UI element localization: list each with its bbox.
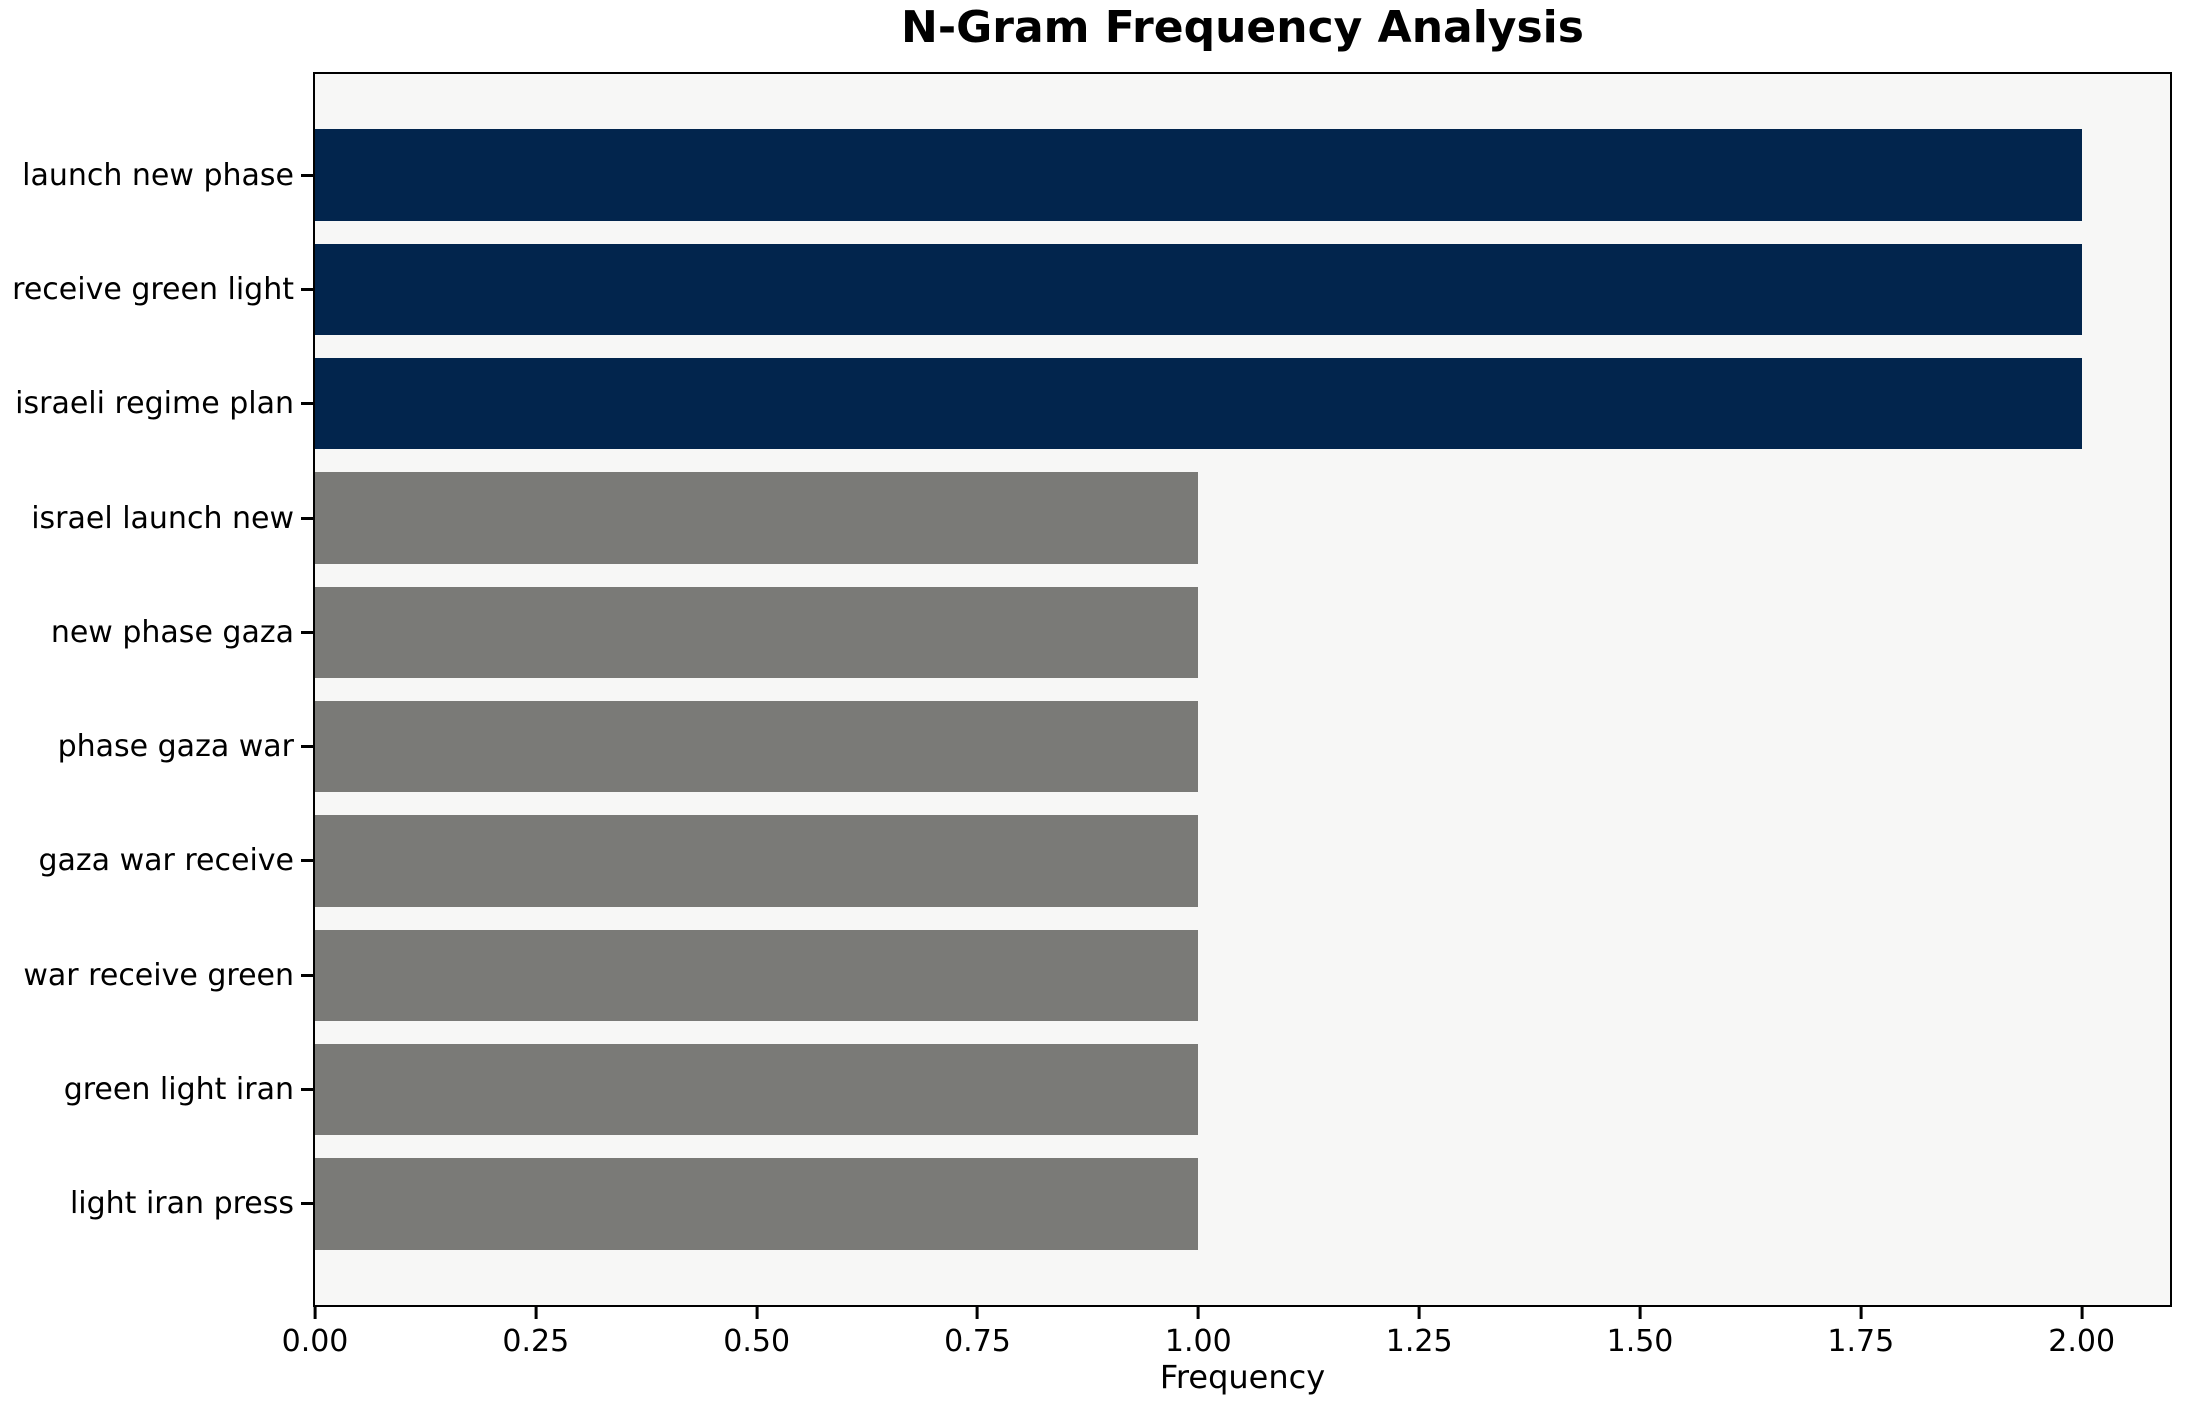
y-tick-mark: [301, 516, 313, 520]
y-tick-label: new phase gaza: [50, 614, 294, 650]
y-tick-row: war receive green: [0, 918, 313, 1032]
bar-row: [315, 232, 2170, 346]
bar-gaza-war-receive: [315, 815, 1199, 907]
y-tick-label: gaza war receive: [38, 843, 294, 879]
x-tick: 1.25: [1386, 1307, 1453, 1359]
x-tick-mark: [1196, 1307, 1200, 1319]
y-tick-row: gaza war receive: [0, 804, 313, 918]
x-tick: 0.25: [502, 1307, 569, 1359]
y-tick-row: light iran press: [0, 1147, 313, 1261]
x-tick-mark: [1417, 1307, 1421, 1319]
bar-green-light-iran: [315, 1043, 1199, 1136]
x-tick: 2.00: [2048, 1307, 2115, 1359]
y-tick-mark: [301, 1202, 313, 1206]
x-tick-mark: [2080, 1307, 2084, 1319]
y-tick-mark: [301, 287, 313, 291]
y-tick-label: receive green light: [12, 271, 294, 307]
y-tick-mark: [301, 859, 313, 863]
bar-row: [315, 575, 2170, 689]
y-tick-label: israel launch new: [31, 500, 294, 536]
y-tick-mark: [301, 630, 313, 634]
x-tick-label: 1.50: [1606, 1324, 1674, 1359]
x-tick: 0.75: [944, 1307, 1011, 1359]
x-tick: 1.00: [1165, 1307, 1232, 1359]
y-tick-label: phase gaza war: [57, 729, 294, 765]
x-tick-label: 0.75: [944, 1324, 1011, 1359]
bar-row: [315, 461, 2170, 575]
y-tick-row: israeli regime plan: [0, 347, 313, 461]
bar-row: [315, 1147, 2170, 1261]
plot-area: [313, 72, 2172, 1307]
y-axis: launch new phase receive green light israe…: [0, 74, 313, 1305]
y-tick-label: green light iran: [63, 1072, 294, 1108]
bar-phase-gaza-war: [315, 700, 1199, 793]
x-tick-mark: [975, 1307, 979, 1319]
bar-israeli-regime-plan: [315, 358, 2082, 450]
x-axis-label: Frequency: [1159, 1358, 1326, 1396]
x-tick-label: 0.25: [502, 1324, 570, 1359]
x-tick-label: 0.00: [281, 1324, 349, 1359]
x-tick-mark: [755, 1307, 759, 1319]
x-axis: 0.00 0.25 0.50 0.75 1.00 1.25 1.50 1.75 2.00: [282, 1307, 2170, 1367]
y-tick-row: new phase gaza: [0, 575, 313, 689]
y-tick-row: receive green light: [0, 232, 313, 346]
chart-title: N-Gram Frequency Analysis: [901, 2, 1584, 53]
y-tick-row: launch new phase: [0, 118, 313, 232]
x-tick-mark: [1859, 1307, 1863, 1319]
y-tick-row: israel launch new: [0, 461, 313, 575]
bar-light-iran-press: [315, 1158, 1199, 1250]
x-tick-label: 2.00: [2048, 1324, 2116, 1359]
x-tick-label: 1.25: [1385, 1324, 1453, 1359]
y-tick-mark: [301, 973, 313, 977]
y-tick-mark: [301, 1088, 313, 1092]
x-tick-label: 1.00: [1164, 1324, 1232, 1359]
x-tick: 1.50: [1606, 1307, 1674, 1359]
bar-row: [315, 1032, 2170, 1146]
y-tick-mark: [301, 173, 313, 177]
x-tick: 0.00: [281, 1307, 349, 1359]
y-tick-mark: [301, 402, 313, 406]
y-tick-row: phase gaza war: [0, 689, 313, 803]
x-tick-label: 1.75: [1827, 1324, 1895, 1359]
y-tick-label: war receive green: [23, 957, 294, 993]
x-tick: 0.50: [723, 1307, 790, 1359]
bar-row: [315, 118, 2170, 232]
bar-row: [315, 347, 2170, 461]
y-tick-mark: [301, 745, 313, 749]
bar-launch-new-phase: [315, 129, 2082, 221]
bars: [315, 74, 2170, 1305]
x-tick-mark: [534, 1307, 538, 1319]
y-tick-row: green light iran: [0, 1032, 313, 1146]
bar-receive-green-light: [315, 243, 2082, 336]
bar-row: [315, 918, 2170, 1032]
bar-israel-launch-new: [315, 472, 1199, 564]
bar-row: [315, 804, 2170, 918]
x-tick-mark: [1638, 1307, 1642, 1319]
x-tick-label: 0.50: [723, 1324, 791, 1359]
x-tick-mark: [313, 1307, 317, 1319]
bar-new-phase-gaza: [315, 586, 1199, 679]
y-tick-label: launch new phase: [22, 157, 294, 193]
bar-row: [315, 689, 2170, 803]
x-tick: 1.75: [1827, 1307, 1894, 1359]
y-tick-label: israeli regime plan: [15, 386, 294, 422]
bar-war-receive-green: [315, 929, 1199, 1021]
y-tick-label: light iran press: [69, 1186, 294, 1222]
